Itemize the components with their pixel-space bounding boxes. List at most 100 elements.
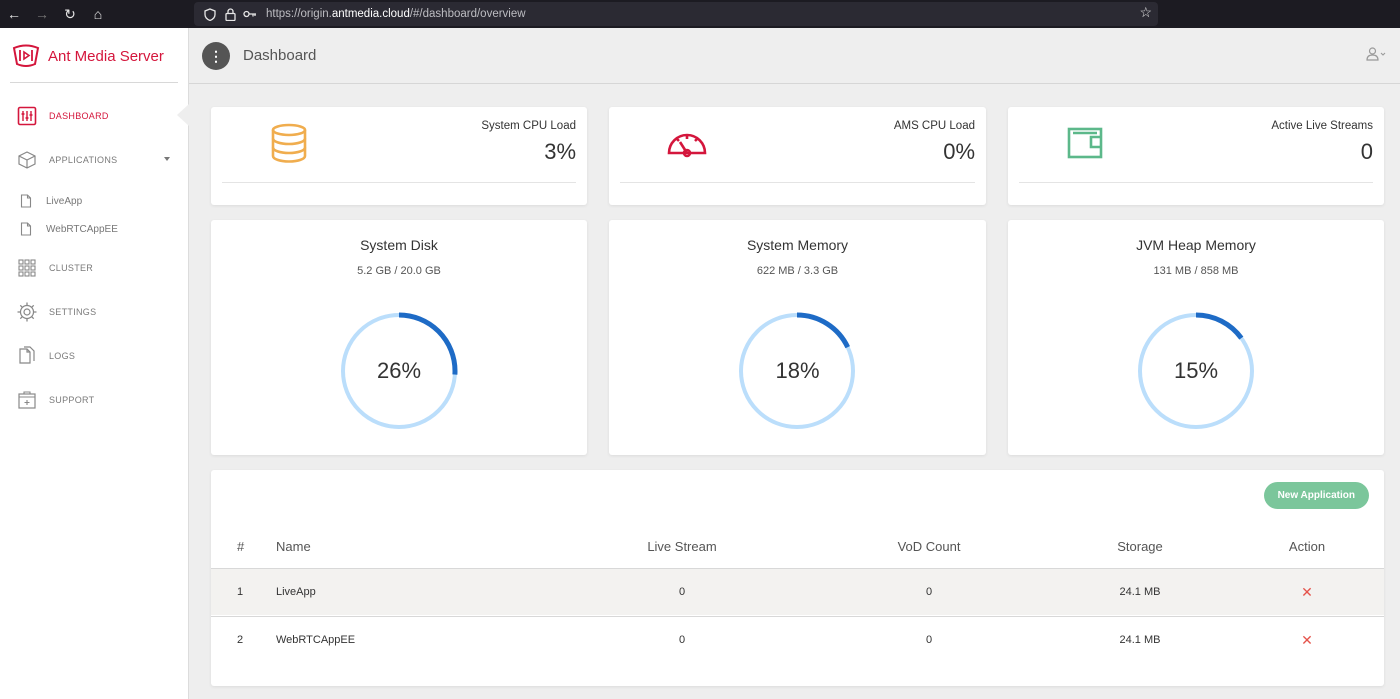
lock-icon[interactable] (220, 4, 240, 24)
gauge-subtitle: 622 MB / 3.3 GB (756, 265, 839, 277)
delete-icon[interactable]: ✕ (1301, 632, 1313, 648)
divider (1019, 182, 1373, 183)
sidebar-item-label: APPLICATIONS (49, 155, 118, 165)
disk-usage-gauge (340, 312, 458, 430)
gauge-subtitle: 5.2 GB / 20.0 GB (357, 265, 441, 277)
files-icon (16, 345, 38, 367)
row-app-name[interactable]: WebRTCAppEE (276, 634, 356, 646)
gauge-title: System Memory (746, 237, 849, 253)
forward-arrow-icon[interactable]: → (35, 6, 49, 22)
gauge-subtitle: 131 MB / 858 MB (1153, 265, 1239, 277)
ant-media-logo-icon (12, 44, 40, 67)
row-live-stream-count: 0 (678, 586, 686, 598)
top-header: ⋮ Dashboard (189, 28, 1400, 84)
gauge-percent: 18% (775, 358, 820, 383)
memory-usage-gauge (738, 312, 856, 430)
chevron-down-icon[interactable] (164, 157, 170, 161)
cube-icon (16, 149, 38, 171)
row-live-stream-count: 0 (678, 634, 686, 646)
reload-icon[interactable]: ↻ (64, 5, 76, 22)
gauge-arc (1137, 312, 1255, 430)
row-vod-count: 0 (925, 634, 933, 646)
back-arrow-icon[interactable]: ← (7, 6, 21, 22)
table-row[interactable]: 2 WebRTCAppEE 0 0 24.1 MB ✕ (211, 616, 1384, 663)
sidebar-app-liveapp[interactable]: LiveApp (20, 194, 82, 208)
sidebar-item-logs[interactable]: LOGS (16, 345, 75, 367)
gauge-card-jvm-heap: JVM Heap Memory 131 MB / 858 MB 15% (1008, 220, 1384, 455)
active-indicator (177, 104, 189, 126)
row-number: 2 (237, 634, 244, 646)
gear-icon (16, 301, 38, 323)
brand-name: Ant Media Server (48, 47, 164, 65)
stat-value: 0% (943, 139, 975, 164)
sidebar: Ant Media Server DASHBOARD APPLICATIONS … (0, 28, 189, 699)
user-dropdown-icon[interactable] (1366, 47, 1386, 64)
bookmark-star-icon[interactable]: ☆ (1139, 4, 1152, 20)
sidebar-item-label: LOGS (49, 351, 76, 361)
sidebar-item-cluster[interactable]: CLUSTER (16, 257, 93, 279)
stat-value: 3% (544, 139, 576, 164)
column-header-storage: Storage (1117, 539, 1163, 554)
sidebar-item-label: SETTINGS (49, 307, 97, 317)
sidebar-item-label: SUPPORT (49, 395, 95, 405)
column-header-live-stream: Live Stream (647, 539, 717, 554)
row-storage: 24.1 MB (1119, 586, 1161, 598)
gauge-title: System Disk (360, 237, 438, 253)
equalizer-icon (16, 105, 38, 127)
gauge-arc (340, 312, 458, 430)
row-number: 1 (237, 586, 244, 598)
sidebar-item-dashboard[interactable]: DASHBOARD (16, 105, 109, 127)
brand[interactable]: Ant Media Server (12, 44, 164, 68)
stat-label: System CPU Load (481, 120, 576, 132)
url-text[interactable]: https://origin.antmedia.cloud/#/dashboar… (266, 8, 526, 20)
gauge-percent: 26% (376, 358, 422, 383)
browser-toolbar: ← → ↻ ⌂ https://origin.antmedia.cloud/#/… (0, 0, 1400, 28)
sidebar-item-label: DASHBOARD (49, 111, 109, 121)
stat-value: 0 (1360, 139, 1373, 164)
home-icon[interactable]: ⌂ (93, 6, 103, 22)
row-app-name[interactable]: LiveApp (276, 586, 316, 598)
sidebar-item-settings[interactable]: SETTINGS (16, 301, 96, 323)
table-row[interactable]: 1 LiveApp 0 0 24.1 MB ✕ (211, 568, 1384, 615)
sidebar-item-label: CLUSTER (49, 263, 94, 273)
new-application-button[interactable]: New Application (1263, 482, 1369, 509)
sidebar-app-webrtcappee[interactable]: WebRTCAppEE (20, 222, 118, 236)
shield-icon[interactable] (200, 4, 220, 24)
gauge-arc (738, 312, 856, 430)
divider (620, 182, 975, 183)
gauge-card-system-disk: System Disk 5.2 GB / 20.0 GB 26% (211, 220, 587, 455)
wallet-icon (1064, 123, 1110, 163)
more-vertical-icon[interactable]: ⋮ (202, 42, 230, 70)
row-storage: 24.1 MB (1119, 634, 1161, 646)
grid-icon (16, 257, 38, 279)
gauge-card-system-memory: System Memory 622 MB / 3.3 GB 18% (609, 220, 986, 455)
divider (10, 82, 178, 83)
stat-label: Active Live Streams (1271, 120, 1373, 132)
support-box-icon (16, 389, 38, 411)
column-header-vod-count: VoD Count (897, 539, 961, 554)
file-icon (20, 194, 32, 208)
page-title: Dashboard (243, 47, 317, 64)
stat-card-system-cpu: System CPU Load 3% (211, 107, 587, 205)
column-header-number: # (237, 539, 245, 554)
speedometer-icon (665, 123, 711, 163)
applications-table-card: New Application # Name Live Stream VoD C… (211, 470, 1384, 686)
address-bar[interactable]: https://origin.antmedia.cloud/#/dashboar… (194, 2, 1158, 26)
sidebar-item-applications[interactable]: APPLICATIONS (16, 149, 117, 171)
sidebar-app-label: WebRTCAppEE (46, 223, 118, 235)
sidebar-app-label: LiveApp (46, 195, 83, 207)
database-icon (267, 123, 313, 163)
file-icon (20, 222, 32, 236)
gauge-percent: 15% (1173, 358, 1219, 383)
stat-label: AMS CPU Load (893, 120, 975, 132)
gauge-title: JVM Heap Memory (1136, 237, 1256, 253)
column-header-name: Name (276, 539, 311, 554)
divider (222, 182, 576, 183)
sidebar-item-support[interactable]: SUPPORT (16, 389, 94, 411)
row-vod-count: 0 (925, 586, 933, 598)
stat-card-ams-cpu: AMS CPU Load 0% (609, 107, 986, 205)
key-icon[interactable] (240, 4, 260, 24)
delete-icon[interactable]: ✕ (1301, 584, 1313, 600)
stat-card-live-streams: Active Live Streams 0 (1008, 107, 1384, 205)
jvm-heap-gauge (1137, 312, 1255, 430)
